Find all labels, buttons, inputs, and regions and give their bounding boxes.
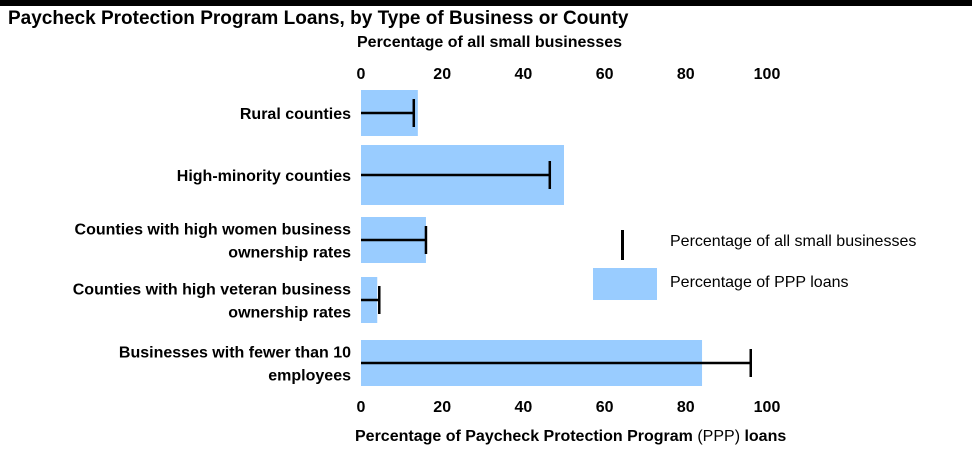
bottom-axis-label-part2: (PPP) [697, 428, 741, 445]
category-label-3-line-1: ownership rates [228, 305, 351, 322]
bottom-tick-label-5: 100 [754, 399, 781, 416]
bottom-axis-label-part3: loans [740, 428, 787, 445]
legend: Percentage of all small businesses Perce… [590, 226, 970, 306]
bottom-axis-label-part1: Percentage of Paycheck Protection Progra… [355, 428, 698, 445]
bottom-tick-label-0: 0 [357, 399, 366, 416]
category-label-2-line-0: Counties with high women business [75, 222, 352, 239]
top-tick-label-1: 20 [433, 66, 451, 83]
bottom-tick-label-2: 40 [515, 399, 533, 416]
category-label-4-line-0: Businesses with fewer than 10 [119, 345, 351, 362]
top-tick-label-4: 80 [677, 66, 695, 83]
bottom-tick-label-1: 20 [433, 399, 451, 416]
legend-label-ppp-loans: Percentage of PPP loans [670, 274, 849, 291]
category-label-2-line-1: ownership rates [228, 245, 351, 262]
category-label-0-line-0: Rural counties [240, 106, 351, 123]
category-label-3-line-0: Counties with high veteran business [73, 282, 351, 299]
bottom-axis-label: Percentage of Paycheck Protection Progra… [355, 428, 786, 446]
top-rule [0, 0, 972, 6]
top-tick-label-5: 100 [754, 66, 781, 83]
chart-title: Paycheck Protection Program Loans, by Ty… [8, 8, 629, 29]
top-tick-label-2: 40 [515, 66, 533, 83]
legend-marker-small-businesses [621, 230, 624, 260]
legend-swatch-ppp-loans [593, 268, 657, 300]
category-label-1-line-0: High-minority counties [177, 168, 351, 185]
bottom-tick-label-4: 80 [677, 399, 695, 416]
category-label-4-line-1: employees [268, 368, 351, 385]
top-tick-label-0: 0 [357, 66, 366, 83]
bottom-tick-label-3: 60 [596, 399, 614, 416]
legend-label-small-businesses: Percentage of all small businesses [670, 233, 917, 250]
top-tick-label-3: 60 [596, 66, 614, 83]
top-axis-label: Percentage of all small businesses [357, 34, 623, 51]
